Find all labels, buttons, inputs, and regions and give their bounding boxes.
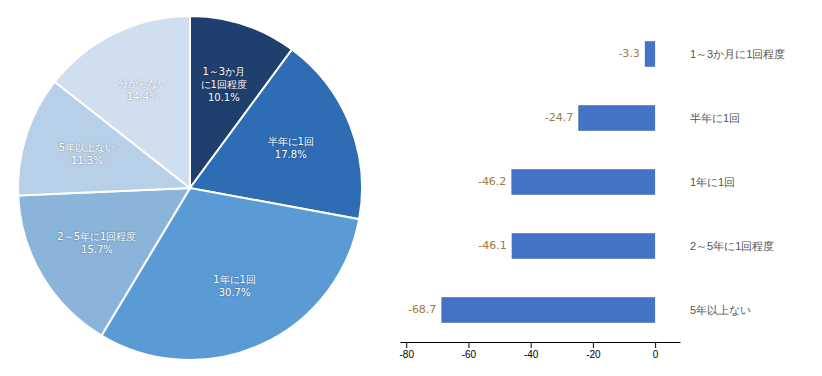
pie-value-label: 11.3% xyxy=(71,155,103,166)
y-tick: 半年に1回 xyxy=(680,112,740,124)
x-tick-label: -40 xyxy=(524,349,539,360)
bar-value-label: -46.1 xyxy=(478,239,506,252)
x-tick: -20 xyxy=(586,342,601,360)
pie: 1～3か月に1回程度 10.1% 半年に1回 17.8% 1年に1回 30.7% 2～5年に… xyxy=(18,16,362,360)
x-tick-label: -80 xyxy=(399,349,414,360)
pie-slice xyxy=(55,16,190,188)
pie-value-label: 15.7% xyxy=(81,244,113,255)
y-axis: 1～3か月に1回程度半年に1回 1年に1回 2～5年に1回程度 5年以上ない xyxy=(680,48,785,316)
bar xyxy=(578,105,655,131)
pie-value-label: 30.7% xyxy=(219,287,251,298)
y-tick: 5年以上ない xyxy=(680,304,751,316)
x-tick-label: -60 xyxy=(462,349,477,360)
category-label: 2～5年に1回程度 xyxy=(690,240,774,252)
y-tick: 1～3か月に1回程度 xyxy=(680,48,785,60)
pie-category-label: 1～3か月に1回程度 xyxy=(201,66,247,90)
category-label: 5年以上ない xyxy=(690,304,751,316)
pie-value-label: 17.8% xyxy=(275,149,307,160)
pie-category-label: 分からない xyxy=(118,78,168,89)
y-tick: 2～5年に1回程度 xyxy=(680,240,774,252)
bar-value-label: -46.2 xyxy=(478,175,506,188)
y-tick: 1年に1回 xyxy=(680,176,735,188)
bar-chart: -80 -60 -40 -20 0 1～3か月に1回程度半年に1回 1年に1回 2～5年に1回… xyxy=(399,41,785,360)
bar xyxy=(441,297,655,323)
category-label: 1～3か月に1回程度 xyxy=(690,48,785,60)
slices xyxy=(18,16,362,360)
pie-value-label: 14.4% xyxy=(127,91,159,102)
bar-value-labels: -3.3 -24.7 -46.2 -46.1 -68.7 xyxy=(408,47,640,316)
x-tick-mark xyxy=(531,342,532,348)
pie-category-label: 1年に1回 xyxy=(213,274,256,285)
pie-slice xyxy=(18,188,190,335)
bar-value-label: -68.7 xyxy=(408,303,436,316)
pie-category-label: 2～5年に1回程度 xyxy=(57,231,136,242)
bar xyxy=(512,233,655,259)
pie-value-label: 10.1% xyxy=(208,92,240,103)
bar-value-label: -3.3 xyxy=(618,47,639,60)
x-tick-mark xyxy=(593,342,594,348)
x-tick: -40 xyxy=(524,342,539,360)
bars xyxy=(441,41,655,323)
category-label: 半年に1回 xyxy=(690,112,740,124)
pie-labels: 1～3か月に1回程度 10.1% 半年に1回 17.8% 1年に1回 30.7% 2～5年に… xyxy=(57,66,314,298)
x-tick: -80 xyxy=(399,342,414,360)
x-tick-label: 0 xyxy=(653,349,659,360)
chart-svg: 1～3か月に1回程度 10.1% 半年に1回 17.8% 1年に1回 30.7% 2～5年に… xyxy=(0,0,822,376)
x-tick-mark xyxy=(406,342,407,348)
x-axis: -80 -60 -40 -20 0 xyxy=(399,342,680,360)
bar xyxy=(645,41,655,67)
bar-value-label: -24.7 xyxy=(545,111,573,124)
x-axis-line xyxy=(401,342,681,343)
pie-category-label: 5年以上ない xyxy=(59,142,115,153)
x-tick-mark xyxy=(468,342,469,348)
category-label: 1年に1回 xyxy=(690,176,735,188)
x-tick-label: -20 xyxy=(586,349,601,360)
x-tick: -60 xyxy=(462,342,477,360)
x-tick: 0 xyxy=(653,342,659,360)
pie-category-label: 半年に1回 xyxy=(268,136,314,147)
bar xyxy=(511,169,655,195)
x-tick-mark xyxy=(655,342,656,348)
